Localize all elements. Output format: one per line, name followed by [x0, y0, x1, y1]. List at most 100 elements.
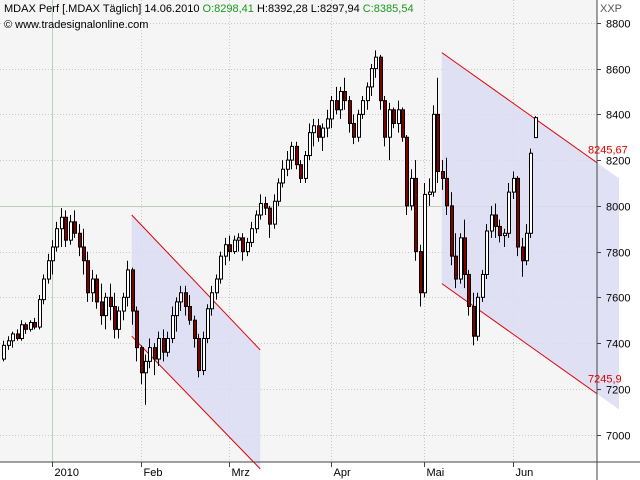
y-tick-label: 8200 — [606, 156, 630, 168]
candle-down — [299, 164, 303, 179]
candle-down — [193, 319, 197, 339]
candle-up — [224, 244, 228, 257]
header-symbol: MDAX Perf [.MDAX Täglich] — [4, 3, 142, 15]
candle-up — [259, 203, 263, 216]
candle-up — [202, 337, 206, 372]
candle-up — [476, 296, 480, 337]
candle-up — [166, 337, 170, 353]
candle-up — [55, 228, 59, 248]
candle-up — [273, 200, 277, 225]
candle-down — [343, 90, 347, 102]
candle-down — [379, 56, 383, 102]
candle-down — [450, 205, 454, 257]
candle-up — [233, 239, 237, 253]
candle-down — [521, 246, 525, 262]
candle-up — [321, 127, 325, 138]
y-tick-label: 8400 — [606, 110, 630, 122]
candle-up — [290, 145, 294, 161]
candle-down — [135, 310, 139, 349]
channel-upper-line — [131, 214, 261, 351]
candle-up — [361, 100, 365, 115]
candle-up — [370, 68, 374, 88]
candle-up — [179, 292, 183, 303]
candle-down — [436, 113, 440, 173]
candle-down — [131, 269, 135, 312]
candle-down — [498, 225, 502, 237]
candle-up — [281, 168, 285, 184]
candle-down — [441, 171, 445, 179]
candle-down — [82, 246, 86, 262]
candle-up — [20, 324, 24, 339]
candle-up — [144, 360, 148, 374]
candle-up — [175, 301, 179, 317]
y-tick-label: 8600 — [606, 65, 630, 77]
candle-up — [117, 310, 121, 330]
currency-label: XXP — [600, 3, 623, 15]
candle-up — [490, 214, 494, 232]
candle-down — [100, 301, 104, 317]
x-tick-label: Jun — [516, 467, 534, 479]
candle-down — [401, 109, 405, 138]
header-close: C:8385,54 — [362, 3, 414, 15]
candle-up — [219, 255, 223, 280]
y-tick-label: 7800 — [606, 248, 630, 260]
candle-up — [215, 278, 219, 294]
candle-down — [16, 333, 20, 339]
candle-up — [250, 228, 254, 243]
candle-up — [237, 237, 241, 241]
candle-up — [357, 113, 361, 138]
candle-up — [312, 125, 316, 134]
candle-down — [264, 203, 268, 209]
candle-down — [109, 296, 113, 307]
x-tick-label: Feb — [144, 467, 163, 479]
candle-up — [42, 278, 46, 301]
y-tick-label: 7600 — [606, 293, 630, 305]
candle-down — [24, 324, 28, 330]
candle-down — [516, 177, 520, 248]
x-tick-label: 2010 — [55, 467, 79, 479]
channel-fill — [131, 215, 261, 469]
candle-up — [525, 232, 529, 262]
candle-up — [529, 152, 533, 234]
x-tick-label: Apr — [334, 467, 351, 479]
candle-up — [304, 155, 308, 179]
candle-up — [126, 269, 130, 298]
candle-up — [51, 246, 55, 262]
candle-down — [454, 255, 458, 280]
candle-down — [472, 305, 476, 337]
candles — [2, 50, 538, 405]
candle-up — [428, 191, 432, 195]
candle-up — [503, 232, 507, 237]
header-low: L:8297,94 — [310, 3, 360, 15]
candle-up — [206, 308, 210, 339]
candle-up — [38, 299, 42, 328]
candle-down — [64, 216, 68, 241]
website-credit: © www.tradesignalonline.com — [4, 19, 149, 31]
candle-down — [414, 177, 418, 253]
candle-up — [330, 100, 334, 120]
channel-upper-line — [441, 52, 598, 164]
x-tick-label: Mai — [427, 467, 445, 479]
candle-up — [286, 159, 290, 170]
candle-down — [33, 321, 37, 328]
header-date: 14.06.2010 — [144, 3, 200, 15]
candle-up — [339, 90, 343, 111]
candle-down — [335, 100, 339, 111]
header-high: H:8392,28 — [256, 3, 308, 15]
candle-down — [140, 347, 144, 374]
candle-down — [228, 244, 232, 253]
candle-up — [171, 315, 175, 339]
candle-up — [122, 296, 126, 312]
candle-down — [73, 221, 77, 234]
x-tick-label: Mrz — [232, 467, 250, 479]
candle-down — [162, 337, 166, 353]
candle-up — [481, 273, 485, 298]
candle-down — [467, 273, 471, 307]
candle-down — [405, 136, 409, 207]
candle-down — [445, 177, 449, 207]
candle-down — [188, 305, 192, 321]
channel-value-label: 8245,67 — [588, 145, 628, 157]
candle-up — [512, 177, 516, 193]
channel-value-label: 7245,9 — [588, 373, 622, 385]
